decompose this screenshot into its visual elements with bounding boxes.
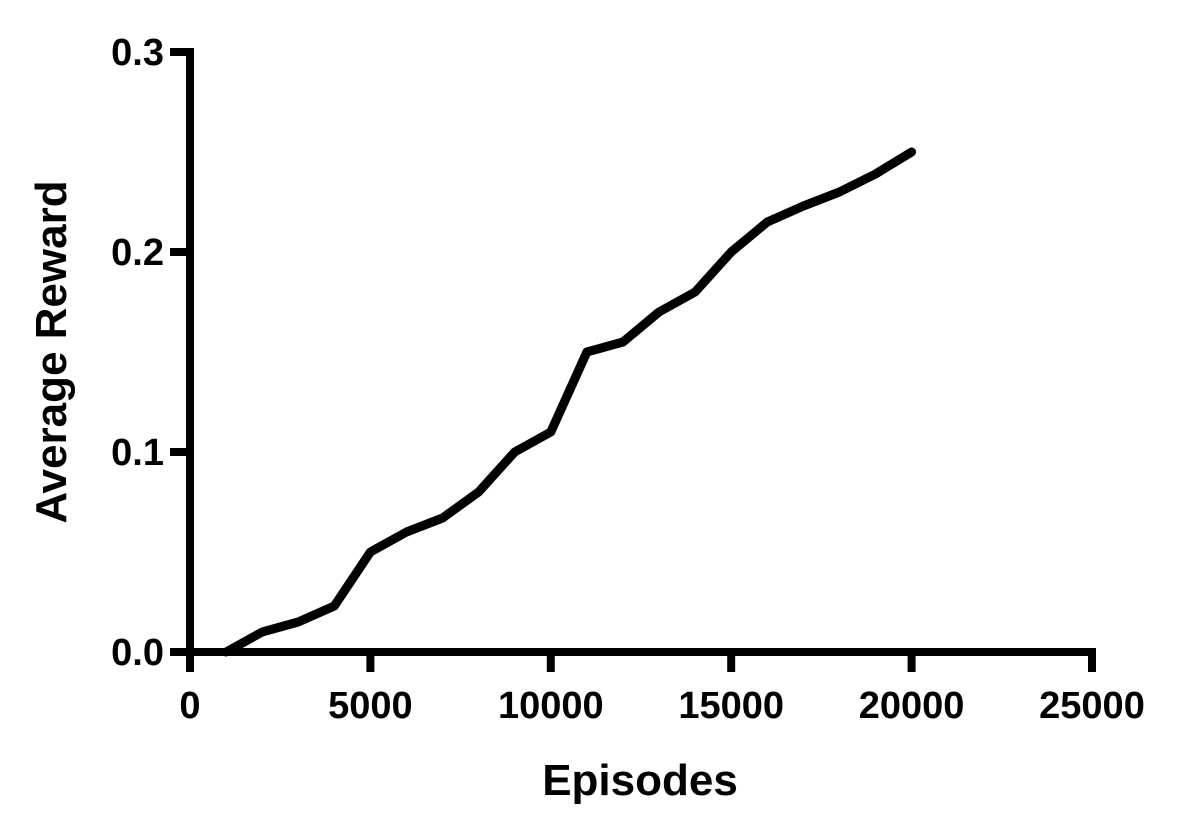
plot-area xyxy=(221,147,917,657)
y-tick-label: 0.3 xyxy=(111,32,164,74)
series-line xyxy=(221,147,917,657)
x-tick-label: 15000 xyxy=(678,685,784,727)
x-tick-label: 10000 xyxy=(498,685,604,727)
x-axis-title: Episodes xyxy=(542,756,738,805)
tick-labels: 0.0 0.1 0.2 0.3 0 5000 10000 15000 20000 25000 xyxy=(111,32,1145,727)
y-tick-label: 0.0 xyxy=(111,632,164,674)
x-tick-label: 25000 xyxy=(1039,685,1145,727)
axes xyxy=(170,48,1096,672)
x-tick-label: 5000 xyxy=(328,685,413,727)
x-tick-label: 20000 xyxy=(859,685,965,727)
y-tick-label: 0.2 xyxy=(111,232,164,274)
y-tick-label: 0.1 xyxy=(111,432,164,474)
y-axis-title: Average Reward xyxy=(27,180,76,523)
x-tick-label: 0 xyxy=(179,685,200,727)
